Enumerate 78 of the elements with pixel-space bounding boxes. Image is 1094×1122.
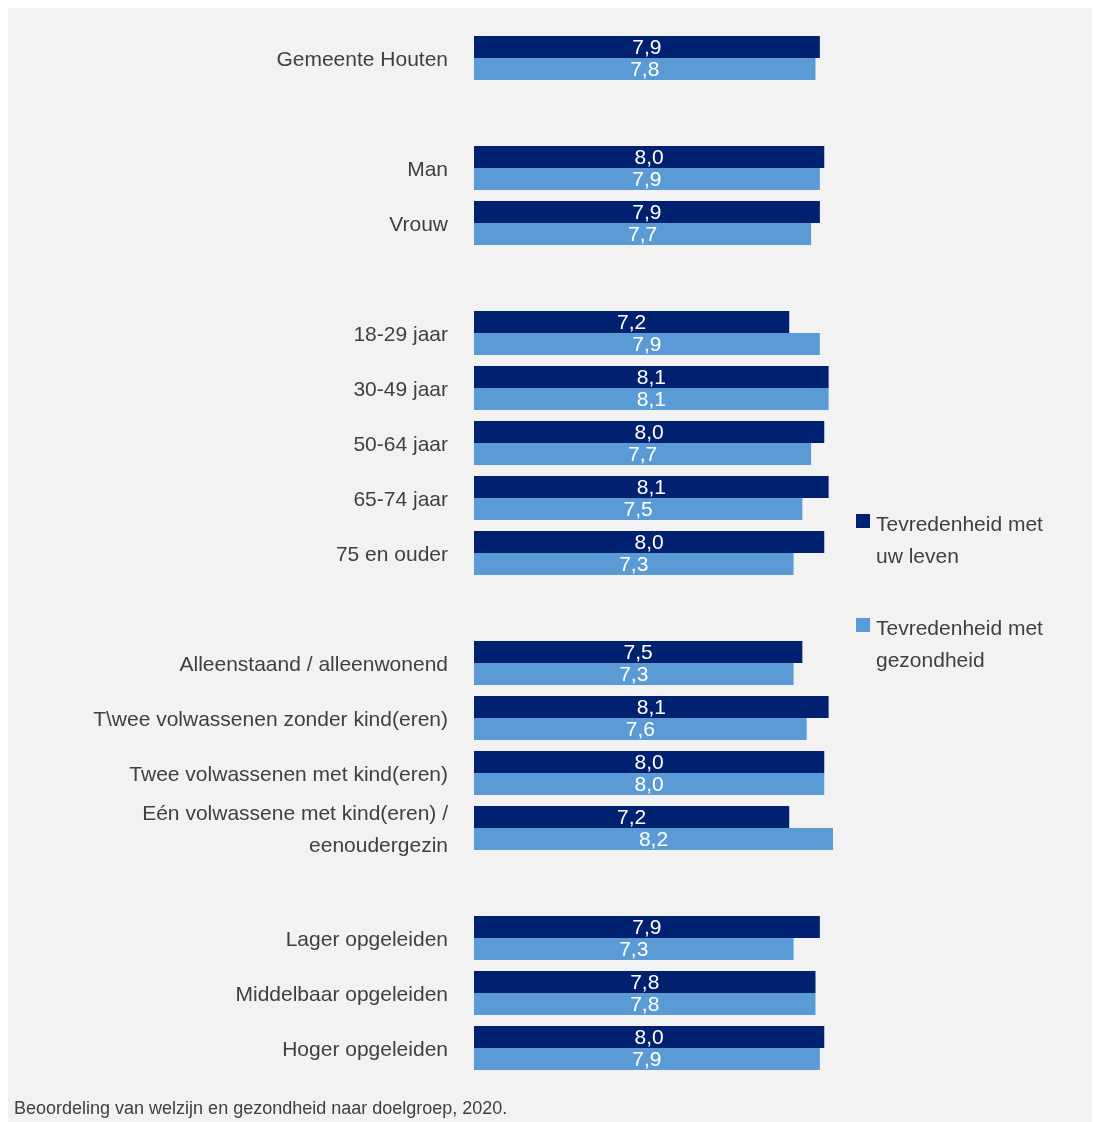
data-label: 7,8 [630, 970, 660, 994]
y-tick-label: Alleenstaand / alleenwonend [179, 651, 448, 674]
y-tick-label: Eén volwassene met kind(eren) / eenoudergezin [142, 800, 449, 855]
bar [474, 1048, 820, 1070]
data-label: 7,6 [625, 717, 655, 741]
bar [474, 443, 812, 465]
data-label: 7,2 [617, 805, 647, 829]
text: Beoordeling van welzijn en gezondheid naar doelgroep, 2020. [14, 1098, 508, 1119]
data-label: 8,1 [636, 475, 666, 499]
bar [474, 421, 825, 443]
bar [474, 168, 820, 190]
bar [474, 773, 825, 795]
bar [474, 641, 803, 663]
data-label: 7,3 [619, 937, 649, 961]
y-tick-label: Gemeente Houten [276, 46, 448, 69]
bar [474, 806, 790, 828]
data-label: 7,7 [627, 222, 658, 246]
bar [474, 828, 833, 850]
y-tick-label: Twee volwassenen met kind(eren) [129, 761, 448, 784]
bar [474, 311, 790, 333]
bar [474, 333, 820, 355]
y-tick-label: Hoger opgeleiden [282, 1036, 448, 1059]
data-label: 7,8 [630, 57, 660, 81]
y-tick-label: Man [407, 156, 448, 179]
bar [474, 388, 829, 410]
data-label: 7,9 [632, 1047, 662, 1071]
data-label: 7,5 [623, 640, 653, 664]
bar [474, 663, 794, 685]
data-label: 7,9 [632, 332, 662, 356]
y-tick-label: Lager opgeleiden [285, 926, 448, 949]
data-label: 7,3 [619, 552, 649, 576]
data-label: 8,0 [634, 420, 664, 444]
bar [474, 476, 829, 498]
bar [474, 696, 829, 718]
y-tick-label: T\wee volwassenen zonder kind(eren) [93, 706, 448, 729]
data-label: 8,1 [636, 365, 666, 389]
bar [474, 36, 820, 58]
bar [474, 751, 825, 773]
data-label: 7,7 [627, 442, 658, 466]
data-label: 7,2 [617, 310, 647, 334]
legend-label: Tevredenheid met uw leven [876, 511, 1044, 569]
data-label: 7,8 [630, 992, 660, 1016]
bar [474, 223, 812, 245]
y-tick-label: 75 en ouder [335, 541, 448, 564]
data-label: 7,9 [632, 200, 662, 224]
data-label: 8,0 [634, 530, 664, 554]
bar [474, 553, 794, 575]
data-label: 7,9 [632, 35, 662, 59]
bar [474, 146, 825, 168]
y-tick-label: Vrouw [389, 211, 449, 234]
bar [474, 58, 816, 80]
data-label: 8,0 [634, 1025, 664, 1049]
bar [474, 916, 820, 938]
data-label: 8,2 [638, 827, 669, 851]
data-label: 7,9 [632, 167, 662, 191]
data-label: 8,0 [634, 750, 664, 774]
data-label: 8,0 [634, 772, 664, 796]
data-label: 7,5 [623, 497, 653, 521]
y-tick-label: 50-64 jaar [353, 431, 449, 454]
data-label: 8,0 [634, 145, 664, 169]
data-label: 8,1 [636, 387, 666, 411]
legend-label: Tevredenheid met gezondheid [876, 615, 1044, 673]
data-label: 7,9 [632, 915, 662, 939]
bar [474, 971, 816, 993]
bar [474, 498, 803, 520]
bar [474, 531, 825, 553]
bar [474, 1026, 825, 1048]
bar [474, 366, 829, 388]
bar [474, 201, 820, 223]
bar [474, 718, 807, 740]
bar [474, 938, 794, 960]
y-tick-label: Middelbaar opgeleiden [235, 981, 448, 1004]
data-label: 8,1 [636, 695, 666, 719]
y-tick-label: 30-49 jaar [353, 376, 449, 399]
data-label: 7,3 [619, 662, 649, 686]
y-tick-label: 65-74 jaar [353, 486, 449, 509]
y-tick-label: 18-29 jaar [353, 321, 449, 344]
bar [474, 993, 816, 1015]
